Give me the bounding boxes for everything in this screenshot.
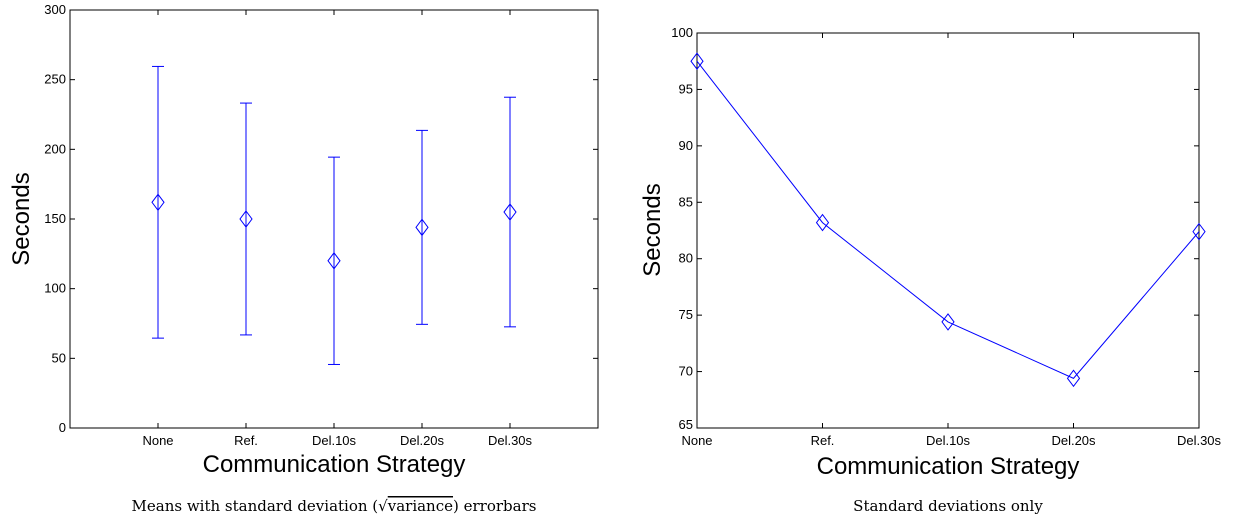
y-tick-label: 80	[679, 251, 693, 266]
y-tick-label: 75	[679, 307, 693, 322]
series-line	[696, 60, 1200, 379]
caption-before: Means with standard deviation (	[132, 497, 379, 515]
x-tick-label: Del.10s	[926, 433, 971, 448]
data-point	[690, 52, 704, 71]
y-tick-label: 65	[679, 417, 693, 432]
sqrt-sign: √	[378, 497, 388, 515]
y-axis-label: Seconds	[639, 183, 666, 276]
x-tick-label: Del.10s	[312, 433, 357, 448]
y-axis-label: Seconds	[8, 172, 35, 265]
x-tick-label: Ref.	[811, 433, 835, 448]
caption: Means with standard deviation (√variance…	[132, 497, 537, 515]
line-chart: 65 70 75 80 85 90 95 100 None Ref. Del.10s Del.20s…	[639, 25, 1222, 515]
y-axis: 0 50 100 150 200 250 300	[44, 2, 598, 435]
x-tick-label: Del.20s	[1051, 433, 1096, 448]
y-tick-label: 200	[44, 141, 66, 156]
y-tick-label: 150	[44, 211, 66, 226]
y-axis: 65 70 75 80 85 90 95 100	[671, 25, 1199, 432]
x-tick-label: Del.20s	[400, 433, 445, 448]
y-tick-label: 95	[679, 81, 693, 96]
plot-frame	[696, 32, 1200, 429]
x-tick-label: Del.30s	[1177, 433, 1222, 448]
x-tick-label: Del.30s	[488, 433, 533, 448]
data-point	[327, 251, 341, 270]
x-tick-label: None	[681, 433, 712, 448]
data-point	[151, 193, 165, 212]
x-axis-label: Communication Strategy	[817, 453, 1080, 480]
x-tick-label: Ref.	[234, 433, 258, 448]
y-tick-label: 100	[44, 281, 66, 296]
data-point	[941, 313, 955, 331]
radicand: variance	[387, 497, 453, 515]
y-tick-label: 90	[679, 138, 693, 153]
caption-after: ) errorbars	[453, 497, 536, 515]
y-tick-label: 300	[44, 2, 66, 17]
y-tick-label: 100	[671, 25, 693, 40]
data-point	[239, 210, 253, 228]
y-tick-label: 0	[59, 420, 66, 435]
data-marks	[690, 52, 1206, 388]
caption: Standard deviations only	[853, 497, 1043, 515]
x-tick-label: None	[142, 433, 173, 448]
data-point	[1192, 222, 1206, 241]
data-point	[1066, 369, 1081, 388]
y-tick-label: 70	[679, 364, 693, 379]
y-tick-label: 85	[679, 194, 693, 209]
data-point	[503, 203, 517, 221]
data-marks	[151, 65, 517, 365]
y-tick-label: 50	[52, 350, 66, 365]
x-axis: None Ref. Del.10s Del.20s Del.30s	[142, 10, 533, 448]
errorbar-chart: 0 50 100 150 200 250 300 None Ref. Del.10s Del.20…	[8, 2, 599, 515]
x-axis: None Ref. Del.10s Del.20s Del.30s	[681, 33, 1222, 448]
y-tick-label: 250	[44, 72, 66, 87]
data-point	[815, 213, 830, 232]
x-axis-label: Communication Strategy	[203, 451, 466, 478]
data-point	[415, 218, 429, 237]
